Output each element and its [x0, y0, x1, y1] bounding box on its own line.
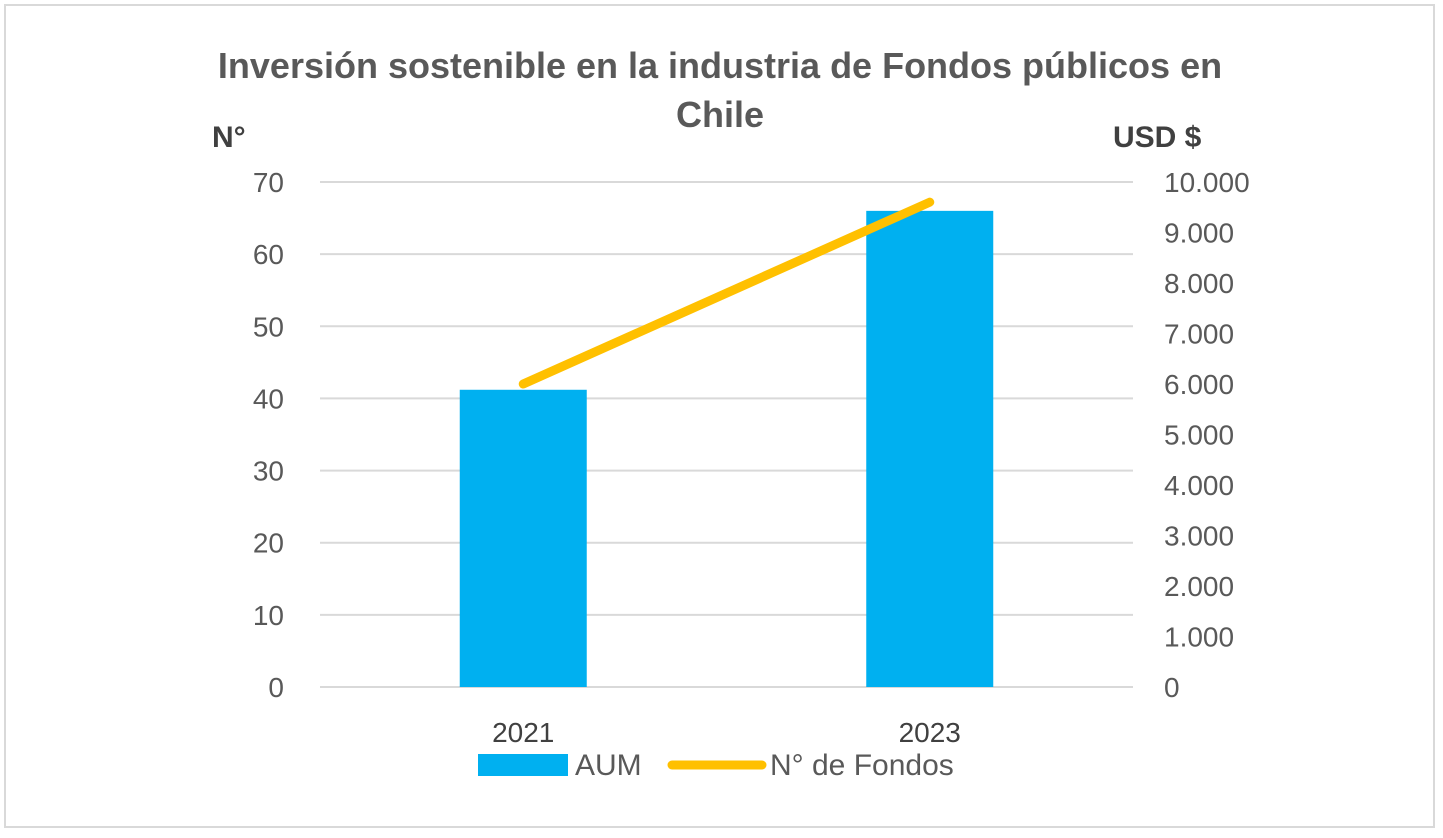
left-tick-label: 20 [253, 528, 284, 559]
right-tick-label: 8.000 [1164, 268, 1234, 299]
legend-label-fondos: N° de Fondos [770, 749, 954, 782]
left-tick-label: 70 [253, 167, 284, 198]
chart-title-line-1: Inversión sostenible en la industria de … [218, 45, 1222, 86]
legend: AUM N° de Fondos [478, 749, 954, 782]
left-axis-ticks: 70 60 50 40 30 20 10 0 [253, 167, 284, 703]
right-tick-label: 3.000 [1164, 521, 1234, 552]
left-axis-title: N° [212, 121, 246, 154]
right-tick-label: 0 [1164, 672, 1180, 703]
left-tick-label: 10 [253, 600, 284, 631]
right-tick-label: 9.000 [1164, 218, 1234, 249]
left-tick-label: 30 [253, 456, 284, 487]
left-tick-label: 40 [253, 383, 284, 414]
right-axis-ticks: 10.000 9.000 8.000 7.000 6.000 5.000 4.000 3.00… [1164, 167, 1250, 703]
right-tick-label: 2.000 [1164, 571, 1234, 602]
right-tick-label: 5.000 [1164, 420, 1234, 451]
left-tick-label: 50 [253, 311, 284, 342]
bar-2023 [866, 210, 994, 687]
line-series [518, 197, 935, 389]
right-tick-label: 1.000 [1164, 622, 1234, 653]
legend-label-aum: AUM [575, 749, 642, 782]
category-label: 2021 [492, 717, 554, 748]
line-fondos [518, 197, 935, 389]
right-tick-label: 10.000 [1164, 167, 1250, 198]
right-axis-title: USD $ [1113, 121, 1202, 154]
right-tick-label: 4.000 [1164, 470, 1234, 501]
legend-swatch-aum [478, 754, 568, 776]
right-tick-label: 7.000 [1164, 319, 1234, 350]
category-label: 2023 [899, 717, 961, 748]
right-tick-label: 6.000 [1164, 369, 1234, 400]
category-labels: 2021 2023 [492, 717, 961, 748]
bar-2021 [459, 389, 587, 687]
bar-series [459, 210, 994, 687]
chart-title: Inversión sostenible en la industria de … [218, 45, 1222, 135]
left-tick-label: 0 [268, 672, 284, 703]
chart-title-line-2: Chile [676, 94, 764, 135]
chart-frame [4, 4, 1435, 828]
left-tick-label: 60 [253, 239, 284, 270]
gridlines [320, 181, 1133, 688]
